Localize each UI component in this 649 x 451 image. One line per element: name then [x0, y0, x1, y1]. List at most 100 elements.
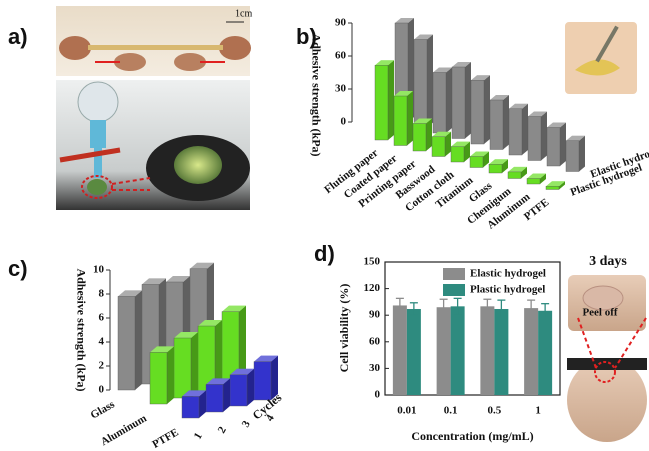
legend-swatch	[443, 268, 465, 280]
bar-front	[546, 186, 559, 189]
y-tick-label: 30	[335, 83, 347, 95]
figure: a) 1cm 3 days	[0, 0, 649, 451]
y-tick-label: 0	[341, 116, 347, 128]
x-tick-label: 0.5	[488, 405, 502, 417]
bar-front	[394, 96, 407, 146]
bar	[528, 112, 547, 161]
panel-label: c)	[8, 256, 28, 281]
photo-skin	[565, 22, 637, 94]
bar	[471, 75, 490, 144]
y-tick-label: 60	[335, 50, 347, 62]
bar-shade	[191, 332, 198, 398]
bar-front	[508, 172, 521, 179]
bar	[509, 104, 528, 155]
bar-front	[150, 352, 167, 404]
bar-shade	[135, 290, 142, 390]
category-label: 2	[216, 424, 229, 435]
bar-front	[182, 396, 199, 418]
peel-label: Peel off	[582, 307, 617, 319]
x-axis-label: Concentration (mg/mL)	[411, 429, 533, 443]
y-tick-label: 8	[99, 288, 105, 300]
y-axis-label: Adhesive strength (kPa)	[74, 268, 88, 391]
bar	[524, 308, 538, 395]
x-tick-label: 0.1	[444, 405, 458, 417]
bar	[538, 311, 552, 395]
bar-front	[254, 362, 271, 400]
series-label: Glass	[89, 398, 118, 422]
y-tick-label: 0	[375, 389, 381, 401]
time-label: 3 days	[589, 254, 627, 269]
bar	[394, 91, 413, 146]
bar	[452, 62, 471, 139]
bar	[182, 390, 206, 418]
bar-front	[433, 73, 446, 134]
series-label: Aluminum	[99, 412, 149, 448]
bar	[414, 35, 433, 128]
legend-label: Plastic hydrogel	[470, 284, 545, 296]
bar-front	[174, 338, 191, 398]
photo-arm	[567, 275, 647, 442]
y-tick-label: 4	[99, 336, 105, 348]
bar	[527, 174, 546, 185]
bar	[393, 305, 407, 395]
bar-shade	[541, 112, 547, 161]
photo-flask	[56, 80, 250, 210]
y-tick-label: 30	[369, 362, 381, 374]
bar-front	[547, 128, 560, 167]
bar-shade	[388, 60, 394, 140]
y-tick-label: 60	[369, 335, 381, 347]
bar	[480, 306, 494, 395]
category-label: 1	[192, 431, 205, 442]
y-axis-label: Adhesive strength (kPa)	[309, 33, 323, 156]
y-tick-label: 10	[93, 264, 105, 276]
y-tick-label: 6	[99, 312, 105, 324]
legend-swatch	[443, 284, 465, 296]
bar-front	[566, 141, 579, 172]
bar	[490, 95, 509, 150]
bar-shade	[522, 104, 528, 155]
bar-front	[206, 384, 223, 412]
bar-shade	[579, 136, 585, 172]
bar	[206, 378, 230, 412]
x-tick-label: 1	[535, 405, 541, 417]
bar-front	[509, 109, 522, 155]
bar	[437, 307, 451, 395]
y-tick-label: 90	[369, 309, 381, 321]
bar	[413, 119, 432, 152]
bar	[150, 346, 174, 404]
bar	[432, 132, 451, 157]
scale-bar-label: 1cm	[235, 8, 252, 19]
bar	[489, 159, 508, 173]
bar-front	[470, 157, 483, 168]
bar-front	[230, 375, 247, 406]
x-tick-label: 0.01	[397, 405, 416, 417]
bar-shade	[167, 346, 174, 404]
bar-front	[490, 100, 503, 150]
bar-shade	[247, 369, 254, 406]
y-tick-label: 2	[99, 360, 105, 372]
legend-label: Elastic hydrogel	[470, 268, 546, 280]
bar	[547, 123, 566, 167]
bar-shade	[407, 91, 413, 146]
bar	[230, 369, 254, 406]
bar	[451, 142, 470, 162]
bar	[118, 290, 142, 390]
bar-front	[432, 137, 445, 157]
bar	[451, 306, 465, 395]
bar	[174, 332, 198, 398]
photo-stretch	[56, 6, 251, 76]
y-tick-label: 120	[364, 282, 381, 294]
y-tick-label: 0	[99, 384, 105, 396]
bar-front	[118, 296, 135, 390]
bar	[566, 136, 585, 172]
bar	[470, 152, 489, 168]
y-axis-label: Cell viability (%)	[337, 284, 351, 373]
bar	[494, 309, 508, 395]
bar-shade	[465, 62, 471, 139]
bar	[433, 68, 452, 134]
bar-front	[452, 67, 465, 139]
bar-shade	[427, 35, 433, 128]
bar-shade	[560, 123, 566, 167]
panel-label: d)	[314, 241, 335, 266]
category-label: 3	[240, 418, 253, 429]
